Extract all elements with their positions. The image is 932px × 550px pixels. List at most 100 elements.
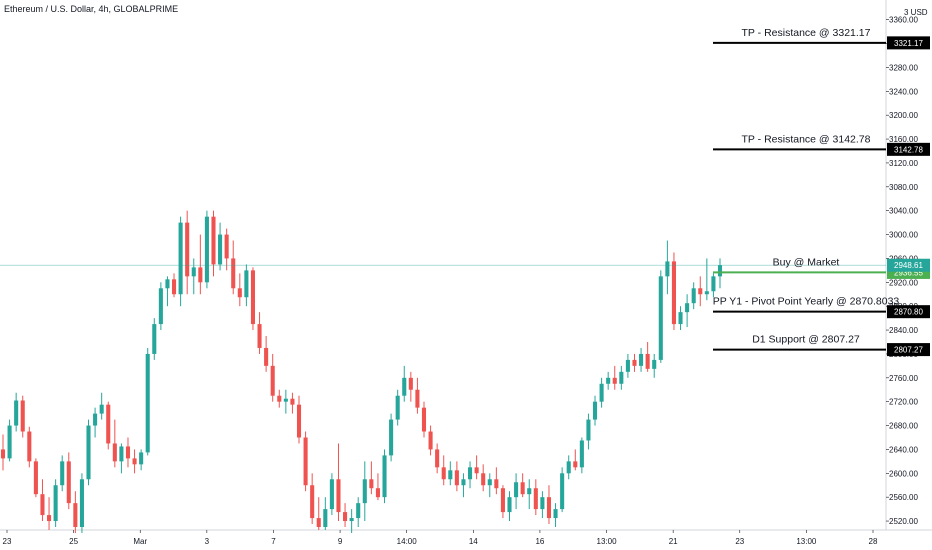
candle-body xyxy=(198,267,203,283)
time-tick-label: 3 xyxy=(205,537,210,546)
candle-body xyxy=(553,509,558,519)
candle-body xyxy=(257,324,262,348)
candle-body xyxy=(375,488,380,498)
candle-body xyxy=(408,377,413,390)
price-tag-label: 2936.55 xyxy=(894,268,923,277)
candle-body xyxy=(402,377,407,396)
level-annotation: TP - Resistance @ 3321.17 xyxy=(742,27,871,39)
price-tick-label: 2920.00 xyxy=(889,278,918,287)
candle-body xyxy=(441,467,446,480)
candle-body xyxy=(27,431,32,462)
price-tick-label: 3360.00 xyxy=(889,16,918,25)
candle-body xyxy=(573,461,578,468)
price-tick-label: 3200.00 xyxy=(889,111,918,120)
price-tick-label: 3080.00 xyxy=(889,183,918,192)
time-tick-label: 23 xyxy=(3,537,12,546)
candle-body xyxy=(671,261,676,325)
level-annotation: D1 Support @ 2807.27 xyxy=(752,334,860,346)
price-tick-label: 2640.00 xyxy=(889,445,918,454)
price-tick-label: 3160.00 xyxy=(889,135,918,144)
candle-body xyxy=(514,482,519,498)
price-tick-label: 2520.00 xyxy=(889,517,918,526)
candle-body xyxy=(316,518,321,528)
price-tick-label: 3000.00 xyxy=(889,231,918,240)
price-tag-label: 3321.17 xyxy=(894,39,923,48)
candle-body xyxy=(270,365,275,396)
candle-body xyxy=(47,515,52,522)
candle-body xyxy=(33,461,38,495)
candle-body xyxy=(14,400,19,426)
candle-body xyxy=(336,479,341,513)
price-tick-label: 2680.00 xyxy=(889,422,918,431)
candle-body xyxy=(481,473,486,486)
candle-body xyxy=(500,488,505,513)
candle-body xyxy=(678,312,683,325)
price-tag-label: 2870.80 xyxy=(894,308,923,317)
candle-body xyxy=(40,494,45,516)
time-tick-label: 23 xyxy=(735,537,744,546)
candle-body xyxy=(362,479,367,504)
candle-body xyxy=(507,497,512,513)
candle-body xyxy=(237,288,242,298)
price-tick-label: 2560.00 xyxy=(889,493,918,502)
candle-body xyxy=(303,437,308,486)
price-tick-label: 3280.00 xyxy=(889,63,918,72)
candle-body xyxy=(178,222,183,295)
candle-body xyxy=(283,398,288,402)
time-tick-label: 13:00 xyxy=(597,537,618,546)
candle-body xyxy=(165,279,170,289)
candle-body xyxy=(310,485,315,519)
candle-body xyxy=(619,371,624,384)
candle-body xyxy=(395,395,400,420)
candle-body xyxy=(421,407,427,432)
time-tick-label: 7 xyxy=(271,537,276,546)
candle-body xyxy=(467,467,473,480)
candle-body xyxy=(428,431,433,450)
price-tick-label: 3120.00 xyxy=(889,159,918,168)
candle-body xyxy=(343,512,348,522)
candle-body xyxy=(145,353,150,453)
price-tick-label: 2600.00 xyxy=(889,469,918,478)
currency-label: 3 USD xyxy=(904,8,928,17)
chart-title: Ethereum / U.S. Dollar, 4h, GLOBALPRIME xyxy=(4,4,179,14)
candle-body xyxy=(461,479,466,486)
candle-body xyxy=(494,479,499,489)
candle-body xyxy=(639,353,644,366)
candle-body xyxy=(171,279,177,295)
time-tick-label: Mar xyxy=(133,537,147,546)
candle-body xyxy=(586,419,591,441)
candle-body xyxy=(435,449,440,468)
time-tick-label: 25 xyxy=(69,537,78,546)
time-tick-label: 13:00 xyxy=(796,537,817,546)
candle-body xyxy=(382,455,387,498)
candle-body xyxy=(125,446,131,459)
candle-body xyxy=(625,359,630,372)
candle-body xyxy=(106,404,111,444)
candle-body xyxy=(717,265,723,277)
time-tick-label: 14:00 xyxy=(397,537,418,546)
candle-body xyxy=(60,461,65,486)
candle-body xyxy=(698,288,703,295)
price-tag xyxy=(887,343,930,357)
candle-body xyxy=(7,425,12,459)
candle-body xyxy=(474,467,479,474)
time-tick-label: 9 xyxy=(338,537,343,546)
price-tag-label: 3142.78 xyxy=(894,145,923,154)
candle-body xyxy=(329,479,334,510)
level-annotation: PP Y1 - Pivot Point Yearly @ 2870.8033 xyxy=(713,296,900,308)
candle-body xyxy=(185,222,190,277)
level-annotation: TP - Resistance @ 3142.78 xyxy=(742,133,871,145)
candle-body xyxy=(290,398,295,405)
candle-body xyxy=(599,383,604,402)
time-tick-label: 28 xyxy=(869,537,878,546)
candle-body xyxy=(250,270,256,325)
candle-body xyxy=(73,503,78,528)
candle-body xyxy=(277,395,282,402)
candle-body xyxy=(448,470,453,480)
candle-body xyxy=(264,347,269,366)
candle-body xyxy=(487,479,492,486)
candle-body xyxy=(356,503,361,519)
candle-body xyxy=(244,270,249,298)
candle-body xyxy=(224,234,229,259)
